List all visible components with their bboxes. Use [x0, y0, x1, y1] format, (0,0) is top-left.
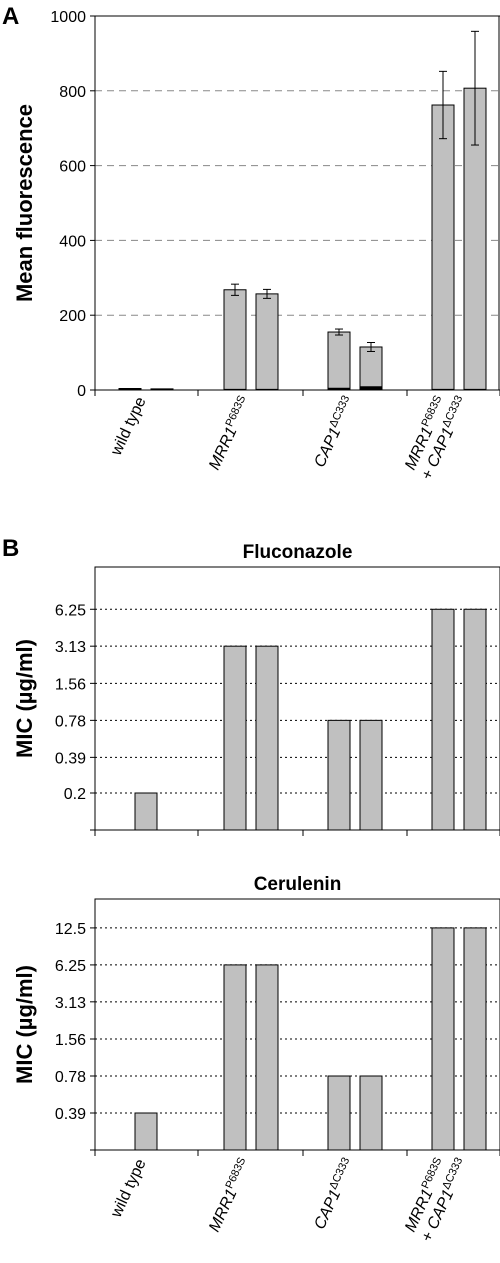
- fluconazole-bar-s0-c0: [134, 792, 158, 831]
- ytick-label-a-2: 400: [59, 233, 86, 250]
- cerulenin-bar-s1-c1: [255, 964, 279, 1151]
- fluconazole-bar-s0-c2: [327, 719, 351, 831]
- ytick-label-a-3: 600: [59, 159, 86, 176]
- bar-base-a-s0-c1: [224, 388, 246, 390]
- panel-b-letter: B: [2, 535, 19, 562]
- fluconazole-ytick-label-2: 0.78: [55, 713, 86, 730]
- ytick-label-a-1: 200: [59, 308, 86, 325]
- cerulenin-frame: [94, 898, 500, 1151]
- cerulenin-ytick-label-0: 0.39: [55, 1106, 86, 1123]
- fluconazole-bar-s1-c2: [359, 719, 383, 831]
- fluconazole-y-axis-title: MIC (µg/ml): [12, 639, 37, 758]
- cerulenin-ytick-label-2: 1.56: [55, 1032, 86, 1049]
- bar-a-s0-c1: [223, 289, 247, 391]
- fluconazole-frame: [94, 566, 500, 831]
- cerulenin-bar-s0-c3: [431, 927, 455, 1151]
- chart-b-fluconazole: Fluconazole 0.2 0.39 0.78 1.56 3.13 6.25 MIC (µ…: [12, 542, 500, 836]
- cerulenin-ytick-label-4: 6.25: [55, 958, 86, 975]
- b-category-label-2: CAP1ΔC333: [310, 1156, 359, 1232]
- a-category-label-1: MRR1P683S: [204, 394, 254, 473]
- bar-base-a-s1-c1: [256, 388, 278, 390]
- ytick-label-a-0: 0: [77, 383, 86, 400]
- cerulenin-y-axis-title: MIC (µg/ml): [12, 965, 37, 1084]
- bar-base-a-s1-c3: [464, 388, 486, 390]
- cerulenin-bar-s1-c3: [463, 927, 487, 1151]
- ytick-label-a-5: 1000: [50, 9, 86, 26]
- cerulenin-bar-s0-c2: [327, 1075, 351, 1151]
- fluconazole-bar-s1-c3: [463, 608, 487, 831]
- cerulenin-bar-s1-c2: [359, 1075, 383, 1151]
- bar-base-a-s0-c2: [328, 387, 350, 390]
- a-category-label-2: CAP1ΔC333: [310, 394, 359, 470]
- cerulenin-ytick-label-1: 0.78: [55, 1069, 86, 1086]
- bar-a-s0-c2: [327, 331, 351, 391]
- fluconazole-bar-s0-c1: [223, 645, 247, 831]
- fluconazole-bar-s0-c3: [431, 608, 455, 831]
- fluconazole-ytick-label-3: 1.56: [55, 676, 86, 693]
- a-category-label-0: wild type: [107, 394, 149, 459]
- fluconazole-ytick-label-0: 0.2: [64, 786, 86, 803]
- bar-a-s1-c2: [359, 346, 383, 391]
- fluconazole-title: Fluconazole: [243, 542, 353, 563]
- panel-a-letter: A: [2, 3, 19, 30]
- bar-base-a-s0-c0: [119, 388, 141, 390]
- bar-base-a-s1-c2: [360, 386, 382, 390]
- bar-a-s0-c3: [431, 104, 455, 391]
- cerulenin-title: Cerulenin: [254, 874, 342, 895]
- cerulenin-bar-s0-c0: [134, 1112, 158, 1151]
- fluconazole-ytick-label-4: 3.13: [55, 639, 86, 656]
- cerulenin-ytick-label-3: 3.13: [55, 995, 86, 1012]
- fluconazole-ytick-label-5: 6.25: [55, 602, 86, 619]
- y-axis-title-a: Mean fluorescence: [12, 104, 37, 302]
- fluconazole-ytick-label-1: 0.39: [55, 750, 86, 767]
- b-category-label-1: MRR1P683S: [204, 1156, 254, 1235]
- b-category-label-0: wild type: [107, 1156, 149, 1221]
- cerulenin-ytick-label-5: 12.5: [55, 921, 86, 938]
- bar-base-a-s0-c3: [432, 388, 454, 390]
- cerulenin-bar-s0-c1: [223, 964, 247, 1151]
- ytick-label-a-4: 800: [59, 84, 86, 101]
- chart-b-cerulenin: Cerulenin 0.39 0.78 1.56 3.13 6.25 12.5 MIC (µg…: [12, 874, 500, 1156]
- bar-base-a-s1-c0: [151, 388, 173, 390]
- bar-a-s1-c1: [255, 293, 279, 391]
- fluconazole-bar-s1-c1: [255, 645, 279, 831]
- chart-a-mean-fluorescence: 0 200 400 600 800 1000 Mean fluorescence: [12, 9, 500, 400]
